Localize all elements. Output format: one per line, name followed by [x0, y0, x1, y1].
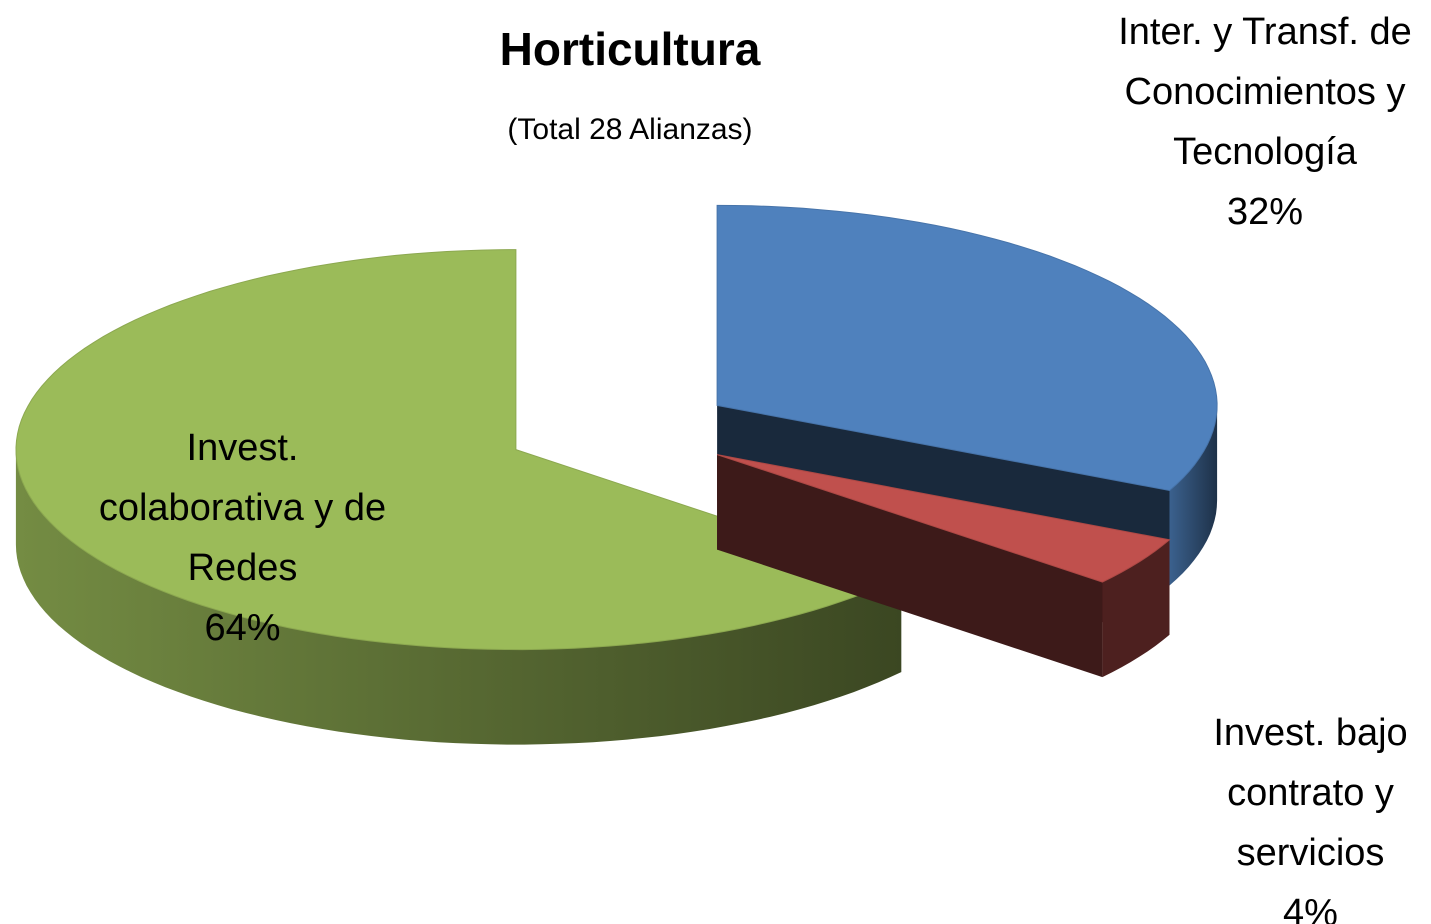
slice-label: Invest. bajo contrato y servicios 4%	[1188, 703, 1431, 924]
slice-top	[716, 204, 1218, 492]
value-label: 32%	[1226, 191, 1304, 233]
value-label: 64%	[204, 607, 281, 649]
slice-label: Invest. colaborativa y de Redes 64%	[95, 418, 390, 658]
slice	[15, 249, 903, 745]
slice-top	[716, 454, 1171, 583]
value-label: 4%	[1283, 892, 1338, 924]
slice-label: Inter. y Transf. de Conocimientos y Tecn…	[1105, 2, 1425, 242]
category-label: Inter. y Transf. de Conocimientos y Tecn…	[1118, 11, 1412, 173]
category-label: Invest. bajo contrato y servicios	[1213, 712, 1408, 874]
slice-side	[1169, 405, 1218, 586]
chart-title: Horticultura	[499, 23, 761, 75]
slice-side	[1102, 539, 1170, 678]
slice-top	[15, 249, 903, 651]
category-label: Invest. colaborativa y de Redes	[98, 427, 387, 589]
slice	[716, 454, 1171, 678]
chart-subtitle: (Total 28 Alianzas)	[507, 113, 753, 146]
slice-side	[15, 449, 902, 745]
slice-wall	[717, 454, 1103, 678]
